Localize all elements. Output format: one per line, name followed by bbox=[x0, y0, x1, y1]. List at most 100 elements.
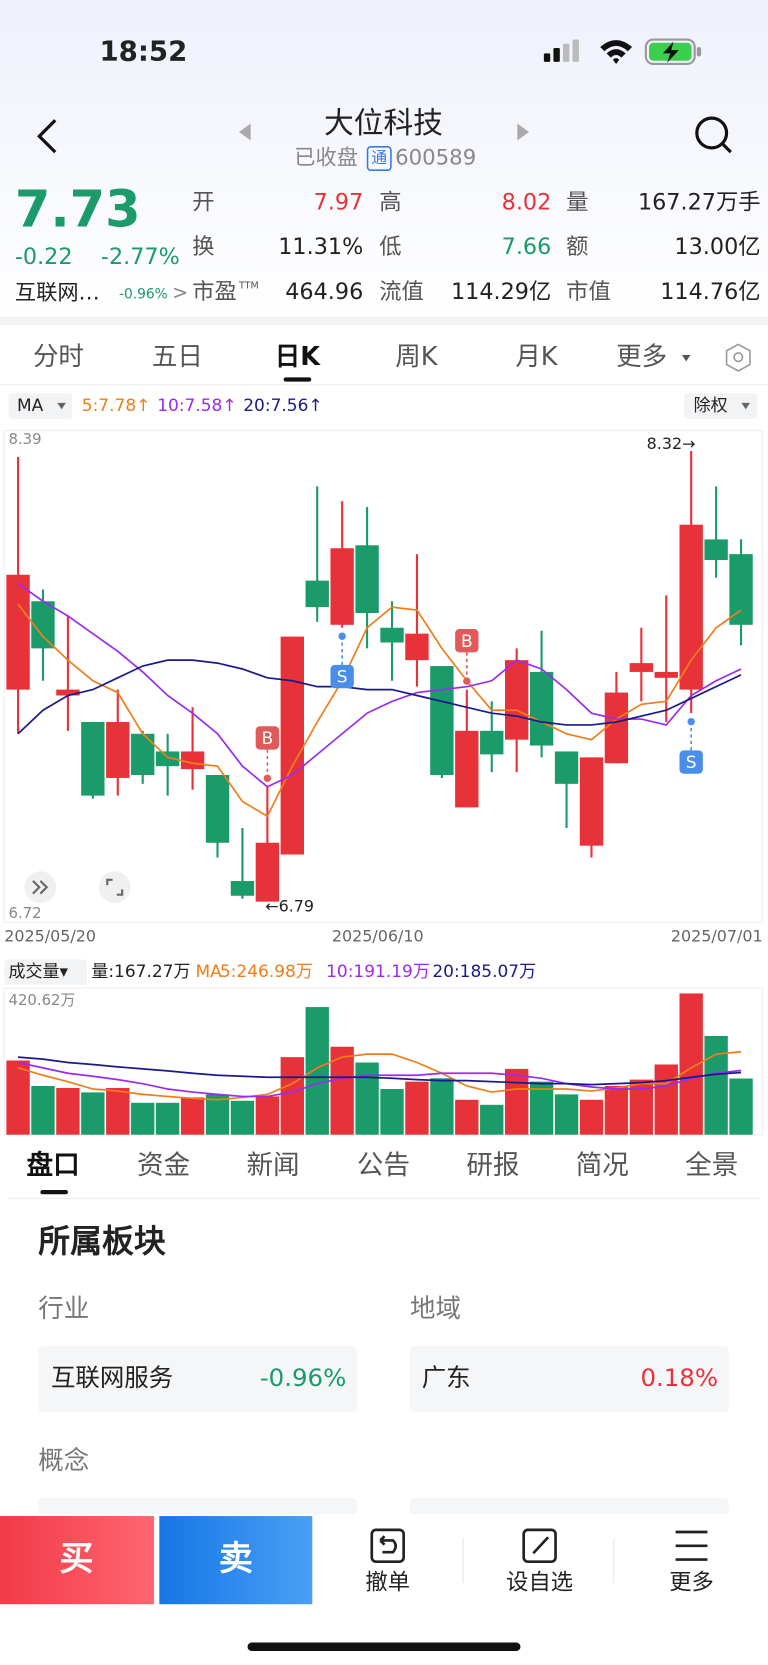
more-button[interactable] bbox=[675, 1530, 708, 1561]
sector-name[interactable]: 互联网… bbox=[15, 280, 100, 305]
marker-dot bbox=[463, 677, 471, 685]
replay-button[interactable] bbox=[24, 871, 57, 904]
y-tick-label: 6.72 bbox=[8, 904, 41, 922]
field-label: 额 bbox=[566, 234, 588, 260]
watch-text: 设自选 bbox=[506, 1569, 573, 1595]
field-value: 114.76亿 bbox=[660, 279, 760, 305]
candle-body bbox=[529, 671, 554, 746]
period-tab[interactable]: 日K bbox=[275, 342, 321, 372]
volume-bar bbox=[81, 1092, 105, 1135]
volume-bar bbox=[729, 1078, 753, 1135]
stock-name: 大位科技 bbox=[324, 106, 443, 141]
info-tab[interactable]: 全景 bbox=[685, 1150, 738, 1181]
field-value: 8.02 bbox=[502, 190, 552, 216]
buy-button[interactable] bbox=[0, 1516, 155, 1605]
stock-code: 600589 bbox=[395, 146, 476, 171]
y-tick-label: 420.62万 bbox=[8, 991, 75, 1009]
candle-body bbox=[480, 730, 504, 755]
cancel-button[interactable] bbox=[370, 1528, 405, 1564]
volume-bar bbox=[56, 1088, 80, 1135]
ma-legend: 20:7.56↑ bbox=[243, 396, 322, 416]
volume-bar bbox=[430, 1078, 454, 1135]
volume-bar bbox=[131, 1102, 155, 1135]
volume-bar bbox=[330, 1046, 354, 1135]
industry-card[interactable] bbox=[38, 1346, 357, 1412]
info-tab[interactable]: 研报 bbox=[466, 1150, 519, 1181]
period-tab[interactable]: 五日 bbox=[152, 342, 203, 372]
volume-bar bbox=[579, 1099, 604, 1135]
prev-stock[interactable] bbox=[239, 123, 251, 141]
volume-bar bbox=[355, 1062, 379, 1135]
volume-ma-legend: 10:191.19万 bbox=[326, 962, 430, 982]
period-tab[interactable]: 月K bbox=[515, 342, 558, 372]
region-name: 广东 bbox=[422, 1363, 471, 1392]
field-value: 13.00亿 bbox=[674, 234, 760, 260]
candle-body bbox=[679, 524, 703, 690]
volume-bar bbox=[155, 1102, 180, 1135]
expand-button[interactable] bbox=[98, 871, 131, 904]
candle-body bbox=[305, 580, 329, 608]
candle-body bbox=[56, 689, 80, 696]
period-tab[interactable]: 更多 bbox=[616, 342, 667, 372]
x-tick-label: 2025/05/20 bbox=[4, 927, 96, 946]
volume-ma-line bbox=[17, 1061, 742, 1098]
ma-line bbox=[17, 603, 742, 818]
ma-selector[interactable] bbox=[8, 393, 73, 419]
volume-title: 成交量▾ bbox=[8, 962, 68, 982]
market-status: 已收盘 bbox=[294, 146, 358, 171]
info-tab[interactable]: 新闻 bbox=[246, 1150, 299, 1181]
candle-body bbox=[455, 730, 479, 808]
marker-dot bbox=[687, 717, 695, 726]
field-label: 流值 bbox=[379, 279, 424, 305]
min-label: ←6.79 bbox=[265, 896, 314, 915]
period-tabs: 分时 五日 日K 周K 月K 更多 bbox=[33, 342, 691, 372]
region-card[interactable] bbox=[410, 1346, 729, 1412]
field-label: 开 bbox=[192, 190, 214, 216]
candle-body bbox=[230, 881, 255, 896]
watch-button[interactable] bbox=[522, 1528, 557, 1564]
marker-label: S bbox=[686, 753, 697, 773]
industry-name: 互联网服务 bbox=[51, 1363, 173, 1392]
volume-ma-line bbox=[17, 1056, 742, 1086]
marker-badge bbox=[455, 629, 479, 653]
field-value: 464.96 bbox=[285, 279, 363, 305]
candle-body bbox=[180, 751, 205, 770]
info-tab[interactable]: 盘口 bbox=[27, 1150, 80, 1181]
marker-label: S bbox=[337, 668, 348, 688]
more-text: 更多 bbox=[669, 1569, 714, 1595]
volume-selector[interactable] bbox=[4, 959, 88, 985]
candle-body bbox=[330, 548, 354, 625]
field-label: 量 bbox=[566, 190, 588, 216]
cancel-text: 撤单 bbox=[365, 1569, 410, 1595]
back-button[interactable] bbox=[37, 119, 57, 154]
candle-body bbox=[654, 671, 678, 678]
info-tab[interactable]: 简况 bbox=[576, 1150, 629, 1181]
sector-arrow[interactable]: > bbox=[172, 281, 188, 304]
period-tab[interactable]: 周K bbox=[395, 342, 438, 372]
volume-bar bbox=[106, 1088, 130, 1135]
volume-ma-legend: 20:185.07万 bbox=[432, 962, 536, 982]
settings-button[interactable] bbox=[725, 343, 751, 372]
marker-badge bbox=[679, 750, 703, 774]
marker-dot bbox=[338, 632, 346, 640]
volume-bar bbox=[230, 1100, 255, 1135]
candle-body bbox=[155, 751, 180, 767]
sell-button[interactable] bbox=[159, 1516, 313, 1605]
y-tick-label: 8.39 bbox=[8, 430, 41, 448]
industry-pct: -0.96% bbox=[260, 1363, 346, 1392]
volume-bar bbox=[6, 1060, 30, 1135]
search-button[interactable] bbox=[695, 116, 732, 154]
ma-selector-text: MA bbox=[17, 396, 44, 416]
adjust-selector[interactable] bbox=[684, 393, 758, 419]
more-caret bbox=[681, 355, 691, 362]
field-value: 167.27万手 bbox=[638, 190, 761, 216]
period-tab[interactable]: 分时 bbox=[33, 342, 84, 372]
volume-ma-label: MA bbox=[195, 962, 222, 982]
info-tab[interactable]: 资金 bbox=[137, 1150, 190, 1181]
ma-legend: 5:7.78↑ bbox=[82, 396, 151, 416]
volume-bar bbox=[554, 1094, 579, 1135]
info-tab[interactable]: 公告 bbox=[357, 1150, 410, 1181]
next-stock[interactable] bbox=[517, 123, 529, 141]
